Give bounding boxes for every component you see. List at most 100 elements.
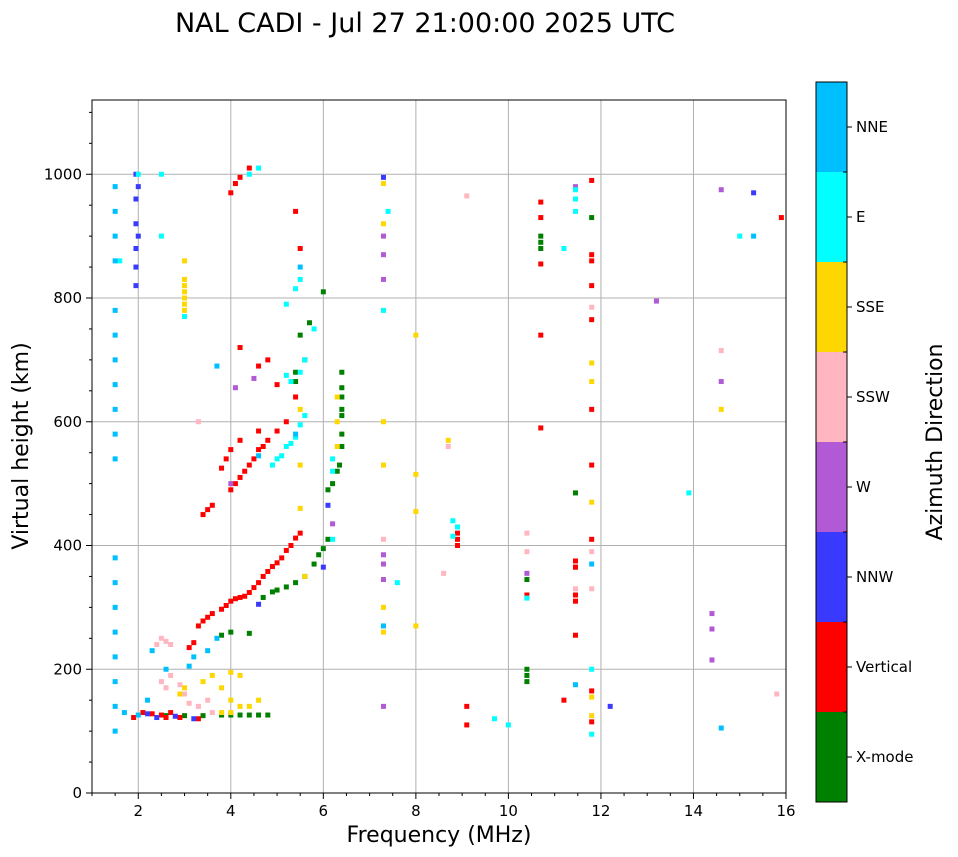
x-axis-label: Frequency (MHz) xyxy=(347,823,532,848)
data-point-nne xyxy=(112,208,118,214)
data-point-vertical xyxy=(538,332,544,338)
data-point-vertical xyxy=(195,716,201,722)
data-point-sse xyxy=(589,360,595,366)
data-point-e xyxy=(288,440,294,446)
data-point-nne xyxy=(112,382,118,388)
data-point-nne xyxy=(135,712,141,718)
data-point-vertical xyxy=(589,317,595,323)
data-point-vertical xyxy=(195,623,201,629)
data-point-vertical xyxy=(228,447,234,453)
data-point-e xyxy=(256,165,262,171)
data-point-nne xyxy=(112,703,118,709)
colorbar-label: E xyxy=(856,208,865,226)
data-point-nne xyxy=(205,648,211,654)
data-point-e xyxy=(158,171,164,177)
colorbar-title: Azimuth Direction xyxy=(923,343,948,540)
data-point-vertical xyxy=(256,580,262,586)
data-point-vertical xyxy=(274,428,280,434)
data-point-w xyxy=(380,577,386,583)
data-point-e xyxy=(455,524,461,530)
data-point-vertical xyxy=(589,177,595,183)
data-point-sse xyxy=(302,573,308,579)
data-point-vertical xyxy=(205,614,211,620)
data-point-nnw xyxy=(145,711,151,717)
data-point-w xyxy=(380,233,386,239)
colorbar-segment xyxy=(816,532,847,622)
data-point-vertical xyxy=(177,715,183,721)
data-point-w xyxy=(524,570,530,576)
data-point-e xyxy=(246,171,252,177)
data-point-nnw xyxy=(256,601,262,607)
data-point-nnw xyxy=(607,703,613,709)
data-point-x-mode xyxy=(339,394,345,400)
data-point-sse xyxy=(182,307,188,313)
data-point-w xyxy=(232,385,238,391)
data-point-ssw xyxy=(158,635,164,641)
colorbar-segment xyxy=(816,172,847,262)
data-point-nne xyxy=(191,654,197,660)
data-point-vertical xyxy=(223,603,229,609)
colorbar-label: Vertical xyxy=(856,658,912,676)
data-point-w xyxy=(380,276,386,282)
data-point-sse xyxy=(228,697,234,703)
data-point-ssw xyxy=(524,530,530,536)
data-point-sse xyxy=(209,672,215,678)
data-point-w xyxy=(653,298,659,304)
data-point-sse xyxy=(380,462,386,468)
data-point-sse xyxy=(182,258,188,264)
data-point-sse xyxy=(297,406,303,412)
data-point-e xyxy=(385,208,391,214)
data-point-vertical xyxy=(228,598,234,604)
data-point-x-mode xyxy=(320,546,326,552)
data-point-x-mode xyxy=(228,629,234,635)
data-point-nne xyxy=(751,233,757,239)
data-point-vertical xyxy=(232,596,238,602)
data-point-vertical xyxy=(186,645,192,651)
data-point-nne xyxy=(214,635,220,641)
data-point-x-mode xyxy=(538,239,544,245)
data-point-nne xyxy=(112,307,118,313)
data-point-ssw xyxy=(589,304,595,310)
colorbar-segment xyxy=(816,262,847,352)
data-point-vertical xyxy=(256,363,262,369)
data-point-sse xyxy=(182,283,188,289)
colorbar-label: NNE xyxy=(856,118,888,136)
data-point-sse xyxy=(413,332,419,338)
data-point-sse xyxy=(219,710,225,716)
data-point-vertical xyxy=(260,573,266,579)
colorbar-label: SSE xyxy=(856,298,885,316)
data-point-ssw xyxy=(195,703,201,709)
data-point-x-mode xyxy=(306,320,312,326)
data-point-x-mode xyxy=(325,487,331,493)
data-point-ssw xyxy=(182,691,188,697)
data-point-x-mode xyxy=(265,712,271,718)
data-point-nnw xyxy=(380,174,386,180)
data-point-e xyxy=(686,490,692,496)
data-point-vertical xyxy=(589,258,595,264)
x-tick-label: 12 xyxy=(591,802,610,820)
colorbar-segment xyxy=(816,82,847,172)
data-point-nne xyxy=(572,682,578,688)
axis-ticks: 2 4 6 8 10 12 14 16 0 200 400 600 800 1000 xyxy=(44,111,796,820)
data-point-sse xyxy=(589,379,595,385)
data-point-vertical xyxy=(778,215,784,221)
data-point-vertical xyxy=(158,712,164,718)
data-point-vertical xyxy=(260,444,266,449)
data-point-vertical xyxy=(140,710,146,716)
grid-lines xyxy=(92,100,787,793)
data-point-x-mode xyxy=(589,215,595,221)
data-point-sse xyxy=(589,694,595,700)
data-point-nne xyxy=(589,561,595,567)
data-point-e xyxy=(302,413,308,419)
data-point-ssw xyxy=(154,642,160,647)
data-point-vertical xyxy=(131,715,137,721)
data-point-ssw xyxy=(464,193,470,199)
data-point-x-mode xyxy=(339,431,345,437)
data-point-vertical xyxy=(237,594,243,600)
data-point-e xyxy=(450,533,456,539)
data-point-e xyxy=(524,595,530,601)
data-point-x-mode xyxy=(524,666,530,672)
data-point-vertical xyxy=(464,703,470,709)
data-point-nne xyxy=(112,629,118,635)
